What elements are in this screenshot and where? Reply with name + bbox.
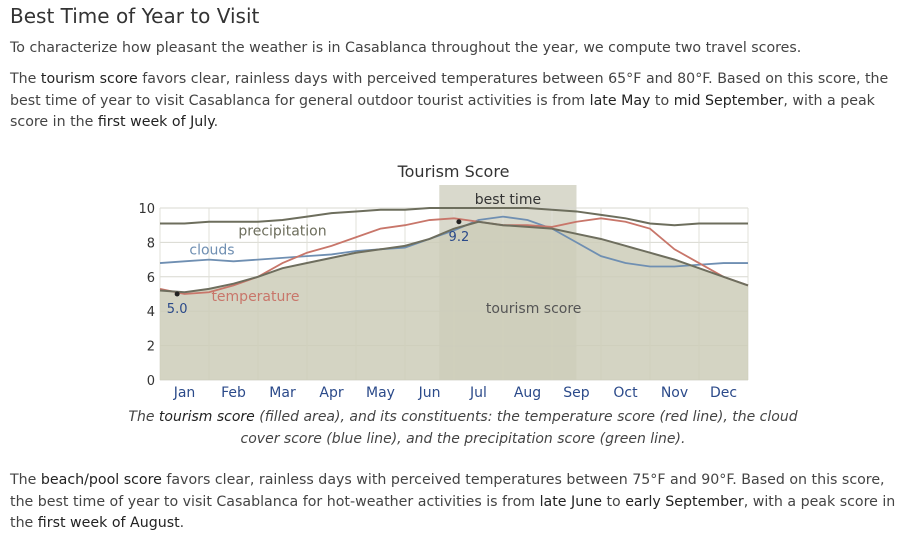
month-tick-label: Jul xyxy=(469,385,487,401)
best-start-term: late May xyxy=(589,92,651,109)
text-span: The xyxy=(10,472,41,488)
beach-score-term: beach/pool score xyxy=(40,472,162,488)
tourism-score-paragraph: The tourism score favors clear, rainless… xyxy=(10,69,900,134)
intro-paragraph: To characterize how pleasant the weather… xyxy=(10,40,802,56)
month-tick-label: Nov xyxy=(661,385,688,401)
peak-score-label: 9.2 xyxy=(449,230,470,245)
text-span: , with a peak score in the xyxy=(10,92,875,131)
beach-score-paragraph: The beach/pool score favors clear, rainl… xyxy=(10,470,900,535)
y-tick-label: 8 xyxy=(147,236,155,251)
y-tick-label: 2 xyxy=(147,340,155,355)
text-span: . xyxy=(179,515,185,531)
y-tick-label: 0 xyxy=(147,374,155,389)
beach-peak-term: first week of August xyxy=(37,515,180,531)
chart-caption: The tourism score (filled area), and its… xyxy=(120,407,806,450)
text-span: The xyxy=(128,409,159,425)
text-span: The xyxy=(10,71,41,87)
text-span: favors clear, rainless days with perceiv… xyxy=(10,472,885,510)
text-span: favors clear, rainless days with perceiv… xyxy=(10,71,889,109)
tourism-series-label: tourism score xyxy=(486,301,582,317)
text-span: , with a peak score in the xyxy=(10,493,896,532)
precipitation-score-line xyxy=(160,207,748,227)
clouds-series-label: clouds xyxy=(189,242,234,258)
month-tick-label: Mar xyxy=(269,385,296,401)
precipitation-series-label: precipitation xyxy=(238,224,326,240)
best-end-term: mid September xyxy=(673,92,784,109)
text-span: (filled area), and its constituents: the… xyxy=(240,409,798,447)
section-heading: Best Time of Year to Visit xyxy=(10,4,260,28)
y-tick-label: 6 xyxy=(147,271,155,286)
tourism-score-term: tourism score xyxy=(158,409,255,425)
text-span: . xyxy=(213,114,219,130)
month-tick-label: Sep xyxy=(563,385,590,401)
y-tick-label: 4 xyxy=(147,305,155,320)
temperature-series-label: temperature xyxy=(211,289,299,305)
month-tick-label: Aug xyxy=(514,385,541,401)
beach-start-term: late June xyxy=(539,493,602,510)
tourism-score-area xyxy=(160,221,748,380)
peak-term: first week of July xyxy=(97,114,214,130)
month-tick-label: Oct xyxy=(613,385,638,401)
month-tick-label: Jun xyxy=(418,385,441,401)
beach-end-term: early September xyxy=(625,493,744,510)
tourism-score-line xyxy=(159,220,749,294)
month-tick-label: Jan xyxy=(173,385,196,401)
text-span: to xyxy=(650,92,674,109)
cloud-score-line xyxy=(159,215,748,268)
month-tick-label: Feb xyxy=(221,385,246,401)
y-tick-label: 10 xyxy=(138,202,155,217)
month-tick-label: Dec xyxy=(710,385,737,401)
tourism-score-term: tourism score xyxy=(40,71,138,87)
month-tick-label: Apr xyxy=(319,385,343,401)
text-span: to xyxy=(601,493,626,510)
best-time-label: best time xyxy=(475,192,541,208)
min-score-label: 5.0 xyxy=(167,302,188,317)
chart-title: Tourism Score xyxy=(397,162,510,181)
month-tick-label: May xyxy=(366,385,395,401)
peak-score-marker xyxy=(456,219,462,225)
min-score-marker xyxy=(174,291,180,297)
